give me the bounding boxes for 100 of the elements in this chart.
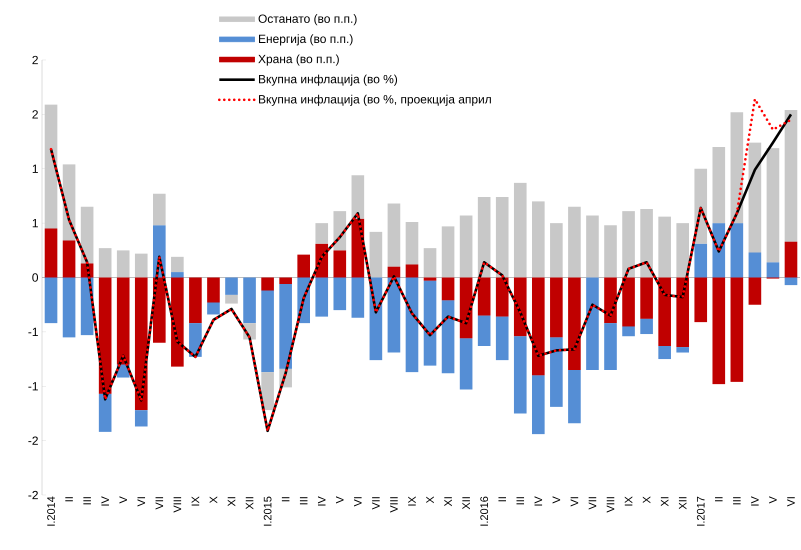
bar — [388, 278, 400, 353]
bar — [189, 278, 202, 324]
bar — [640, 208, 653, 278]
bar — [80, 206, 94, 264]
bar — [171, 256, 184, 272]
bar — [532, 375, 545, 434]
y-tick-label: 1 — [32, 219, 38, 228]
bar — [694, 244, 708, 278]
x-tick-label: IV — [318, 496, 326, 506]
legend-label: Вкупна инфлација (во %) — [259, 74, 398, 86]
bar — [134, 410, 148, 426]
bar — [658, 216, 671, 278]
x-tick-label: II — [498, 497, 506, 502]
bar — [44, 228, 58, 278]
bar — [514, 336, 527, 414]
bar — [171, 272, 184, 278]
bar — [568, 370, 581, 424]
legend-label: Вкупна инфлација (во %, проекција април — [259, 94, 491, 106]
y-tick-label: -1 — [28, 328, 38, 336]
x-tick-label: VI — [138, 497, 146, 507]
x-tick-label: XII — [462, 497, 470, 510]
y-tick-label: 1 — [32, 164, 38, 173]
bar — [730, 278, 744, 382]
x-tick-label: III — [300, 497, 308, 504]
x-tick-label: IV — [751, 496, 759, 506]
bar — [532, 278, 545, 376]
bar — [98, 394, 112, 432]
bar — [658, 346, 671, 360]
bar — [730, 112, 744, 224]
bar — [766, 262, 780, 278]
y-tick-label: 0 — [32, 273, 38, 282]
x-tick-label: V — [119, 496, 127, 504]
bar — [315, 278, 328, 317]
x-tick-label: X — [426, 496, 434, 504]
x-tick-label: III — [516, 497, 524, 504]
bar — [98, 248, 112, 278]
bar — [496, 278, 509, 317]
bar — [658, 278, 671, 346]
x-tick-label: VII — [372, 497, 380, 510]
bar — [622, 278, 635, 326]
x-tick-label: VI — [787, 497, 795, 507]
bar — [442, 300, 454, 374]
bar — [207, 278, 220, 303]
bar — [261, 278, 274, 291]
x-tick-label: VIII — [606, 497, 614, 513]
bar — [207, 302, 220, 314]
bar — [333, 250, 346, 278]
x-tick-label: I.2015 — [264, 496, 272, 526]
bar — [442, 226, 454, 278]
x-tick-label: III — [733, 497, 741, 504]
bar — [550, 223, 563, 278]
bar — [730, 223, 744, 278]
bar — [98, 278, 112, 394]
bar — [261, 372, 274, 410]
x-tick-label: II — [65, 497, 73, 502]
bar — [315, 223, 328, 244]
bar — [225, 278, 238, 295]
legend-label: Останато (во п.п.) — [258, 14, 357, 26]
bar — [712, 278, 726, 384]
bar — [784, 278, 798, 286]
bar — [496, 197, 509, 278]
x-tick-label: IV — [534, 496, 542, 506]
bar — [604, 225, 617, 278]
x-tick-label: VII — [156, 497, 164, 510]
bar — [676, 278, 690, 348]
bar — [640, 318, 653, 334]
bar — [406, 264, 418, 278]
bar — [748, 252, 762, 278]
x-tick-label: II — [715, 497, 723, 502]
bar — [676, 347, 690, 353]
bar — [406, 278, 418, 372]
bar — [370, 232, 382, 278]
bar — [712, 146, 726, 224]
bar — [225, 294, 238, 304]
bar — [62, 278, 76, 338]
bar — [622, 211, 635, 278]
bar — [460, 216, 472, 278]
bar — [243, 278, 256, 324]
bar — [478, 278, 490, 316]
bar — [279, 284, 292, 369]
x-tick-label: II — [282, 497, 290, 502]
bar — [424, 248, 436, 278]
bar — [388, 266, 400, 278]
bar — [478, 197, 490, 278]
x-tick-label: VIII — [174, 497, 182, 513]
bar — [532, 201, 545, 278]
bar — [44, 104, 58, 229]
bar — [406, 222, 418, 264]
bar — [550, 278, 563, 338]
bar — [586, 216, 599, 278]
bar — [478, 316, 490, 346]
x-tick-label: V — [336, 496, 344, 504]
x-tick-label: X — [210, 496, 218, 504]
x-tick-label: IV — [101, 496, 109, 506]
bar — [550, 337, 563, 407]
x-tick-label: V — [769, 496, 777, 504]
x-tick-label: IX — [408, 496, 416, 506]
bar — [388, 204, 400, 267]
bar — [748, 278, 762, 305]
bar — [352, 175, 364, 219]
